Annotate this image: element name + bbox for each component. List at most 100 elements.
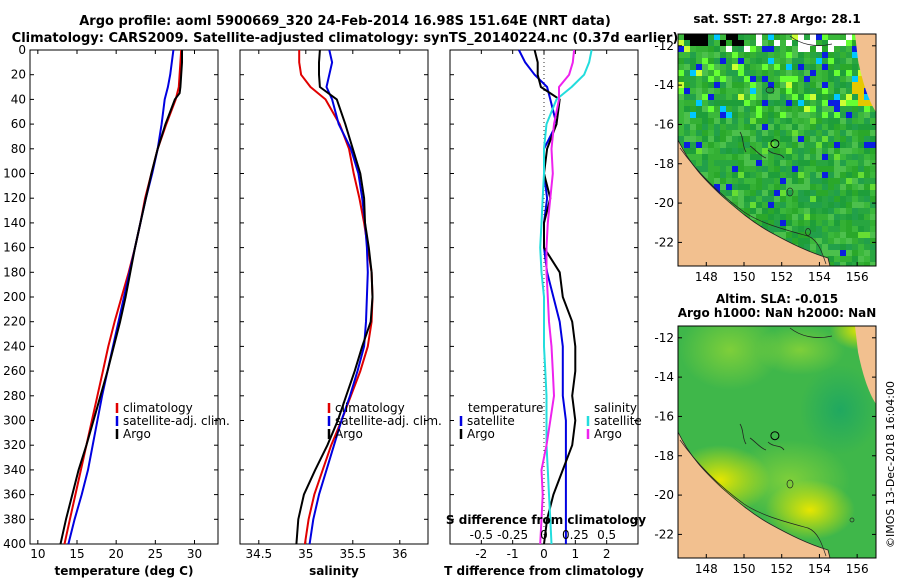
sst-cell: [714, 148, 720, 154]
sst-cell: [708, 154, 714, 160]
sst-cell: [798, 40, 804, 46]
sst-cell: [678, 142, 684, 148]
sst-cell: [774, 58, 780, 64]
sst-cell: [756, 40, 762, 46]
sst-cell: [840, 196, 846, 202]
sst-cell: [822, 58, 828, 64]
sst-cell: [834, 58, 840, 64]
argo-position-marker: [770, 139, 780, 149]
sst-cell: [870, 154, 876, 160]
sst-cell: [846, 250, 852, 256]
sst-cell: [816, 64, 822, 70]
sst-cell: [804, 70, 810, 76]
sst-cell: [798, 172, 804, 178]
sst-cell: [852, 154, 858, 160]
sst-cell: [750, 70, 756, 76]
sst-cell: [792, 154, 798, 160]
sst-cell: [822, 94, 828, 100]
sst-cell: [756, 160, 762, 166]
sst-cell: [756, 142, 762, 148]
sst-cell: [792, 106, 798, 112]
sst-cell: [816, 184, 822, 190]
sst-cell: [816, 100, 822, 106]
sst-cell: [816, 166, 822, 172]
sst-cell: [798, 82, 804, 88]
sst-map-frame: [677, 33, 877, 267]
sst-cell: [840, 214, 846, 220]
sst-cell: [768, 202, 774, 208]
sst-cell: [834, 76, 840, 82]
sst-cell: [780, 100, 786, 106]
sst-cell: [762, 178, 768, 184]
sst-cell: [804, 46, 810, 52]
sst-cell: [846, 100, 852, 106]
sst-cell: [828, 148, 834, 154]
sst-cell: [726, 88, 732, 94]
sst-cell: [798, 106, 804, 112]
sst-cell: [810, 172, 816, 178]
series-line-argo: [59, 50, 183, 545]
sst-cell: [822, 70, 828, 76]
sst-cell: [708, 136, 714, 142]
sst-cell: [816, 178, 822, 184]
sst-cell: [738, 52, 744, 58]
sst-cell: [768, 130, 774, 136]
sst-cell: [696, 118, 702, 124]
sst-cell: [810, 136, 816, 142]
sst-cell: [774, 232, 780, 238]
sst-cell: [720, 118, 726, 124]
sst-cell: [840, 46, 846, 52]
sst-cell: [858, 226, 864, 232]
sst-cell: [798, 52, 804, 58]
sst-cell: [756, 214, 762, 220]
sst-cell: [744, 142, 750, 148]
sst-cell: [744, 94, 750, 100]
sst-cell: [780, 142, 786, 148]
sst-cell: [744, 166, 750, 172]
sst-cell: [738, 118, 744, 124]
sst-cell: [726, 196, 732, 202]
sst-cell: [798, 136, 804, 142]
sst-cell: [738, 172, 744, 178]
sst-cell: [774, 130, 780, 136]
sst-cell: [864, 262, 870, 266]
sst-cell: [720, 94, 726, 100]
sst-cell: [870, 130, 876, 136]
sst-cell: [750, 130, 756, 136]
sst-cell: [840, 166, 846, 172]
map-y-tick-label: -12: [654, 331, 674, 345]
sst-cell: [750, 166, 756, 172]
sst-cell: [714, 142, 720, 148]
sst-cell: [816, 208, 822, 214]
sst-cell: [792, 34, 798, 40]
sst-cell: [822, 82, 828, 88]
sst-cell: [786, 136, 792, 142]
sst-cell: [810, 40, 816, 46]
sst-cell: [744, 46, 750, 52]
sst-cell: [780, 160, 786, 166]
sst-cell: [828, 58, 834, 64]
sst-cell: [816, 232, 822, 238]
sst-cell: [678, 130, 684, 136]
sst-cell: [708, 106, 714, 112]
sst-cell: [744, 130, 750, 136]
sst-cell: [792, 76, 798, 82]
sst-cell: [702, 76, 708, 82]
map-y-tick-label: -22: [654, 235, 674, 249]
x-tick-label: -1: [507, 547, 519, 561]
sst-cell: [846, 148, 852, 154]
depth-tick-label: 80: [11, 142, 26, 156]
difference-legend: temperature satellite Argo salinity sate…: [459, 401, 642, 441]
sst-cell: [726, 34, 732, 40]
sst-cell: [840, 94, 846, 100]
sst-cell: [840, 142, 846, 148]
sst-cell: [864, 136, 870, 142]
sst-cell: [720, 88, 726, 94]
sst-cell: [792, 214, 798, 220]
sst-cell: [798, 208, 804, 214]
sst-cell: [792, 112, 798, 118]
sst-cell: [870, 250, 876, 256]
map-y-tick-label: -14: [654, 370, 674, 384]
sst-cell: [858, 244, 864, 250]
sst-cell: [822, 124, 828, 130]
